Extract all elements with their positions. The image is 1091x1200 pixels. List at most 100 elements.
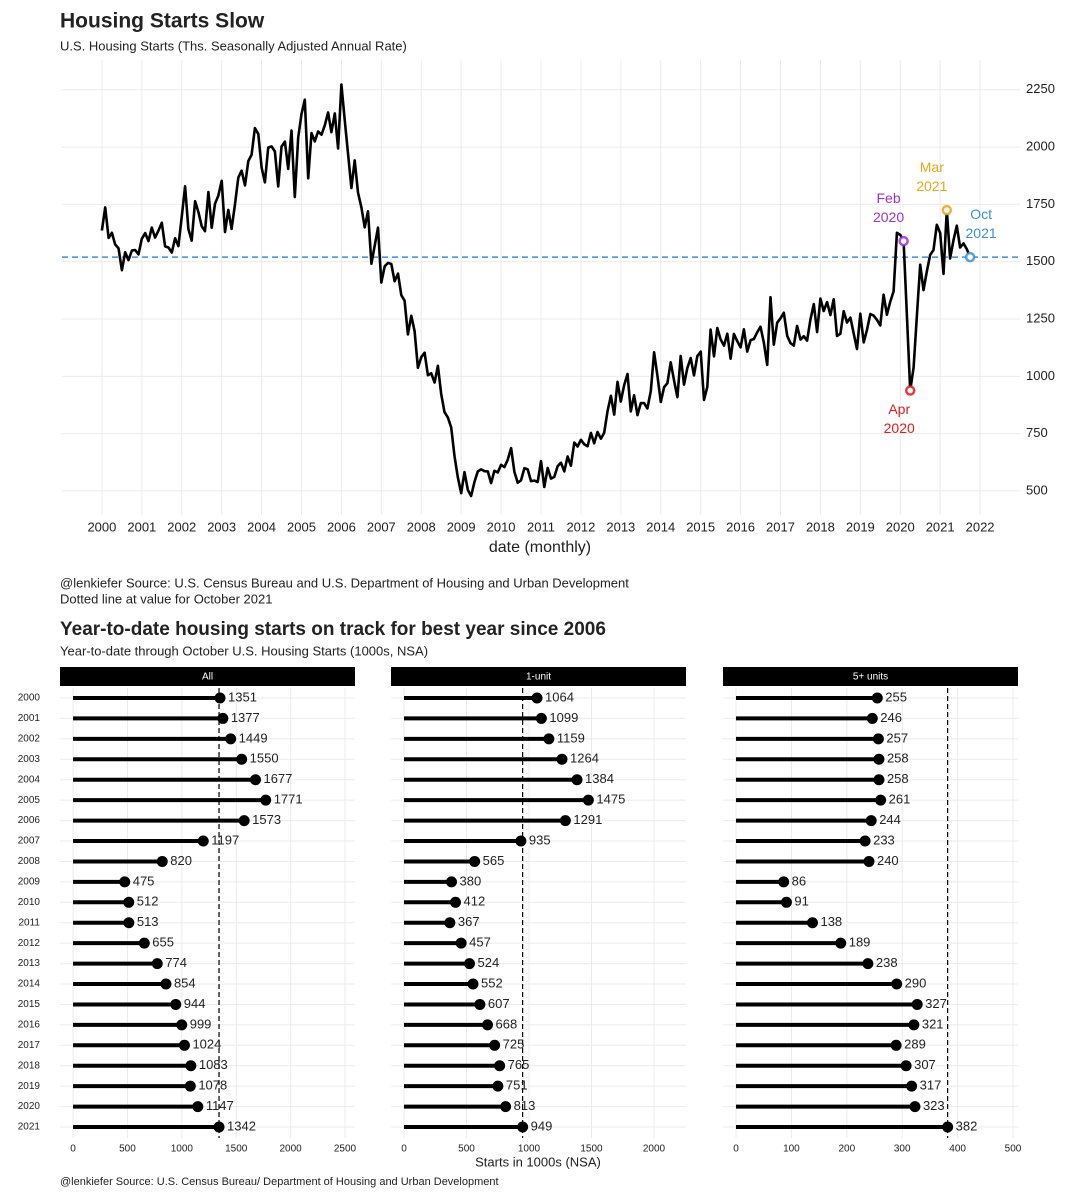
annotation: 2021 xyxy=(916,178,947,194)
annotation: 2020 xyxy=(873,209,904,225)
value-label: 255 xyxy=(885,689,907,704)
x-tick-label: 2004 xyxy=(247,519,276,534)
lollipop-dot xyxy=(862,958,874,970)
caption: Dotted line at value for October 2021 xyxy=(60,591,272,606)
lollipop-dot xyxy=(160,978,172,990)
x-tick-label: 2019 xyxy=(846,519,875,534)
x-tick-label: 500 xyxy=(1005,1144,1022,1155)
value-label: 751 xyxy=(506,1078,528,1093)
value-label: 382 xyxy=(956,1118,978,1133)
y-tick-label: 500 xyxy=(1026,482,1048,497)
lollipop-dot xyxy=(151,958,163,970)
x-tick-label: 2017 xyxy=(766,519,795,534)
x-tick-label: 0 xyxy=(70,1144,76,1155)
value-label: 813 xyxy=(514,1098,536,1113)
lollipop-dot xyxy=(778,876,790,888)
y-tick-label: 2016 xyxy=(18,1020,41,1031)
annotation: 2021 xyxy=(966,225,997,241)
lollipop-dot xyxy=(450,896,461,908)
annotation: 2020 xyxy=(884,420,915,436)
y-tick-label: 2002 xyxy=(18,734,41,745)
lollipop-dot xyxy=(835,937,847,949)
value-label: 1449 xyxy=(239,730,268,745)
y-tick-label: 2008 xyxy=(18,856,41,867)
lollipop-dot xyxy=(543,733,555,745)
value-label: 1159 xyxy=(557,730,585,745)
lollipop-dot xyxy=(170,998,182,1010)
lollipop-dot xyxy=(494,1060,506,1072)
x-tick-label: 2000 xyxy=(279,1144,302,1155)
x-tick-label: 1500 xyxy=(580,1144,603,1155)
value-label: 1351 xyxy=(228,689,257,704)
x-tick-label: 2014 xyxy=(646,519,675,534)
lollipop-dot xyxy=(871,692,883,704)
lollipop-dot xyxy=(249,774,261,786)
lollipop-dot xyxy=(906,1080,918,1092)
lollipop-dot xyxy=(464,958,475,970)
lollipop-dot xyxy=(531,692,543,704)
lollipop-dot xyxy=(474,998,486,1010)
value-label: 725 xyxy=(503,1037,525,1052)
value-label: 607 xyxy=(488,996,510,1011)
value-label: 1147 xyxy=(206,1098,234,1113)
lollipop-dot xyxy=(556,753,568,765)
y-tick-label: 1750 xyxy=(1026,196,1055,211)
line xyxy=(100,83,972,498)
lollipop-dot xyxy=(863,855,875,867)
value-label: 257 xyxy=(886,730,908,745)
value-label: 475 xyxy=(133,873,155,888)
lollipop-dot xyxy=(178,1039,190,1051)
lollipop-dot xyxy=(873,753,885,765)
x-tick-label: 2015 xyxy=(686,519,715,534)
lollipop-dot xyxy=(123,917,135,929)
y-tick-label: 2012 xyxy=(18,938,41,949)
panel-title: All xyxy=(202,672,213,683)
value-label: 138 xyxy=(820,914,842,929)
value-label: 258 xyxy=(887,771,909,786)
annotation: Feb xyxy=(877,190,901,206)
lollipop-dot xyxy=(225,733,237,745)
value-label: 512 xyxy=(137,894,159,909)
value-label: 258 xyxy=(887,751,909,766)
panel-strip xyxy=(723,667,1018,686)
lollipop-dot xyxy=(492,1080,504,1092)
x-tick-label: 2016 xyxy=(726,519,755,534)
value-label: 668 xyxy=(496,1016,518,1031)
lollipop-dot xyxy=(535,712,547,724)
value-label: 86 xyxy=(792,873,806,888)
value-label: 1083 xyxy=(199,1057,228,1072)
value-label: 1377 xyxy=(231,710,260,725)
x-tick-label: 1000 xyxy=(171,1144,194,1155)
lollipop-dot xyxy=(873,774,885,786)
lollipop-dot xyxy=(780,896,792,908)
value-label: 655 xyxy=(152,935,174,950)
x-tick-label: 2010 xyxy=(487,519,516,534)
value-label: 380 xyxy=(460,873,482,888)
x-tick-label: 2008 xyxy=(407,519,436,534)
value-label: 412 xyxy=(464,894,486,909)
lollipop-dot xyxy=(156,855,168,867)
lollipop-dot xyxy=(184,1080,196,1092)
x-tick-label: 400 xyxy=(949,1144,966,1155)
lollipop-dot xyxy=(236,753,248,765)
value-label: 238 xyxy=(876,955,898,970)
value-label: 1197 xyxy=(211,832,239,847)
lollipop-dot xyxy=(138,937,150,949)
annotation: Oct xyxy=(970,206,992,222)
value-label: 1291 xyxy=(573,812,602,827)
y-tick-label: 1000 xyxy=(1026,368,1055,383)
value-label: 457 xyxy=(469,935,491,950)
y-tick-label: 2005 xyxy=(18,795,41,806)
x-tick-label: 0 xyxy=(401,1144,407,1155)
panel-strip xyxy=(60,667,355,686)
value-label: 321 xyxy=(922,1016,944,1031)
lollipop-dot xyxy=(500,1101,512,1113)
value-label: 189 xyxy=(849,935,871,950)
lollipop-dot xyxy=(942,1121,954,1133)
y-tick-label: 2000 xyxy=(1026,139,1055,154)
y-tick-label: 2010 xyxy=(18,897,41,908)
value-label: 1550 xyxy=(250,751,279,766)
lollipop-dot xyxy=(455,937,467,949)
value-label: 1024 xyxy=(192,1037,221,1052)
